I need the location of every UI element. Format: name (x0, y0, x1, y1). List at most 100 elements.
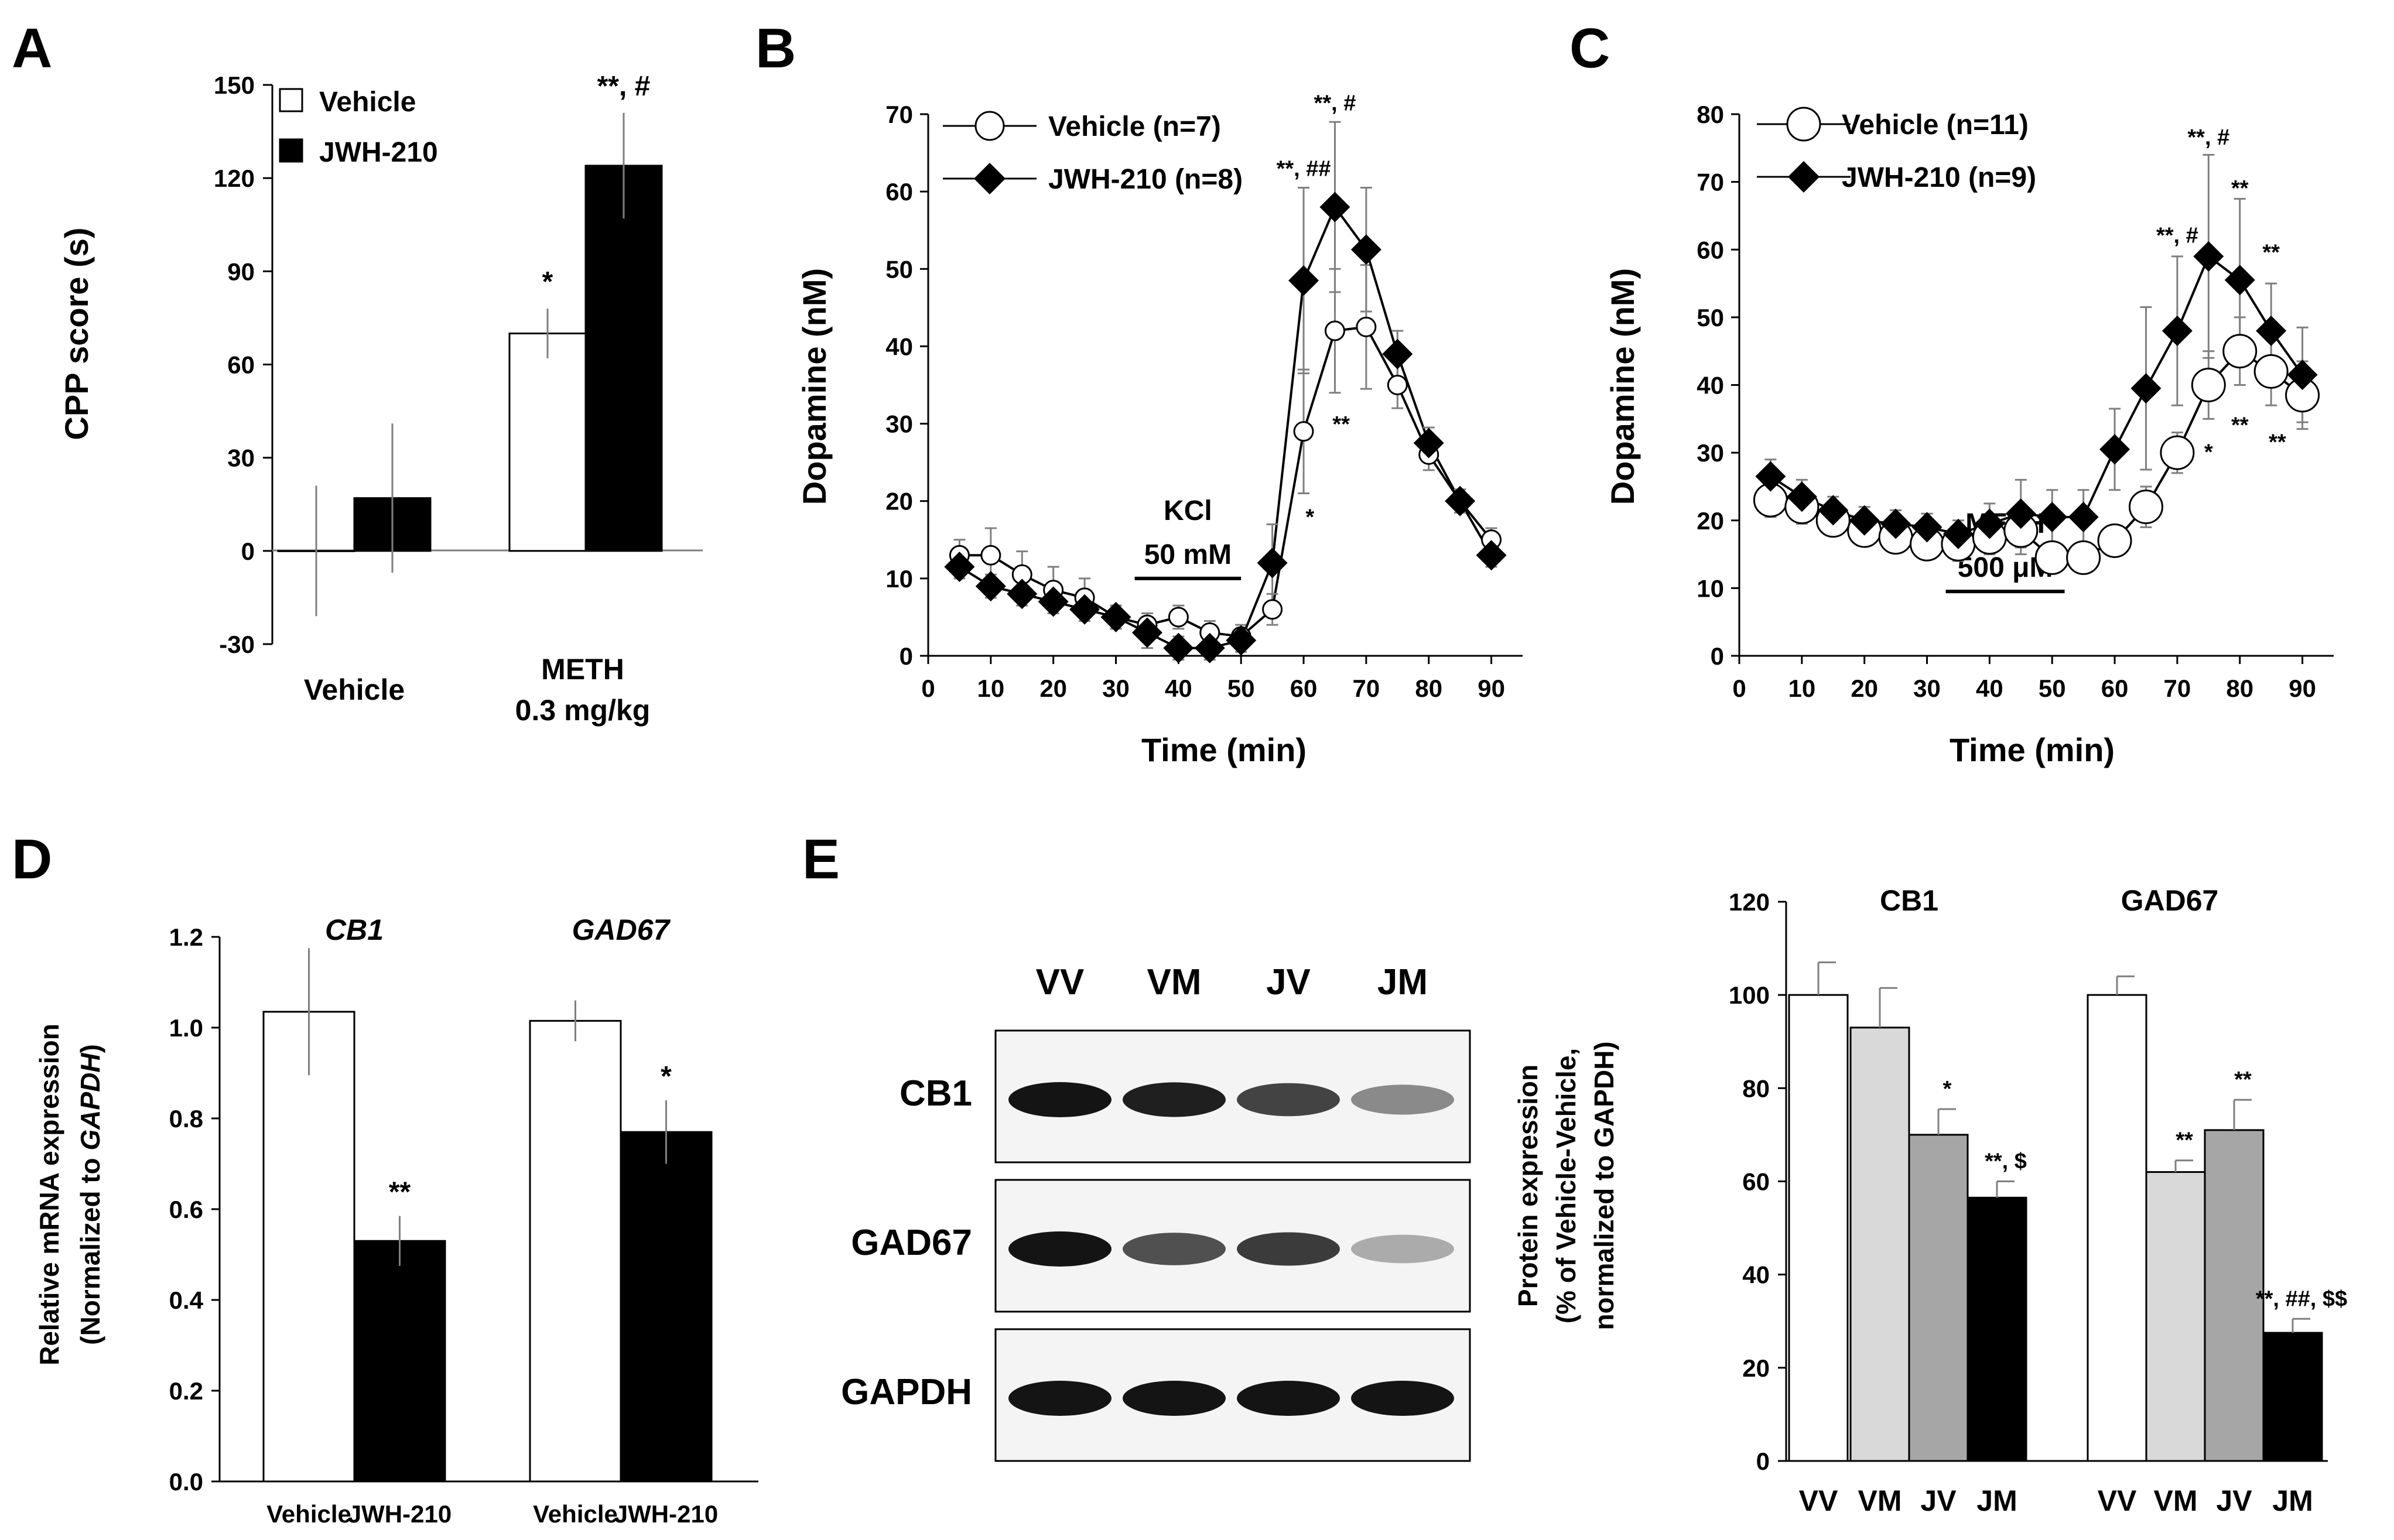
panel-d-bar (529, 1019, 622, 1483)
panel-e-ytick-label: 20 (1742, 1354, 1770, 1382)
panel-a-cpp-chart: CPP score (s) -30 0 30 60 90 120 150 * **, # Ve… (58, 71, 703, 727)
panel-a-yticks: -30 0 30 60 90 120 150 (214, 71, 272, 658)
panel-c-series-jwh-point (1755, 461, 1786, 492)
panel-d-bar (620, 1131, 713, 1483)
panel-a-legend-jwh: JWH-210 (319, 137, 438, 168)
panel-d-gene-gad67: GAD67 (572, 913, 671, 946)
panel-e-bar (1788, 994, 1849, 1462)
panel-c-meth-dopamine-chart: Dopamine (nM) Time (min) 0 10 20 30 40 50 60 70… (1604, 101, 2334, 768)
panel-c-series-jwh-point (2037, 501, 2068, 532)
panel-c-series-jwh-point (2162, 316, 2193, 346)
panel-c-ytick-label: 10 (1697, 574, 1724, 602)
panel-c-annotation: ** (2231, 176, 2249, 201)
panel-a-ytick-label: 120 (214, 165, 255, 192)
panel-b-series-jwh-point (1007, 579, 1038, 610)
panel-a-bars: * **, # (277, 71, 663, 617)
panel-b-series-jwh-point (1257, 547, 1288, 579)
panel-e-significance: ** (2234, 1067, 2252, 1092)
panel-c-xtick-label: 20 (1851, 675, 1878, 702)
blot-lane-label: JM (1377, 962, 1428, 1002)
panel-b-xtick-label: 50 (1227, 675, 1255, 702)
panel-a-ytick-label: 0 (241, 538, 255, 565)
panel-c-annotations: **, #****, #******* (2156, 125, 2286, 465)
panel-e-bar (2204, 1129, 2265, 1462)
panel-letter-e: E (802, 828, 840, 891)
panel-a-group-meth: METH (541, 653, 624, 686)
panel-b-ytick-label: 30 (885, 410, 913, 438)
panel-d-ytick-label: 0.4 (169, 1286, 204, 1314)
panel-a-ytick-label: -30 (219, 631, 255, 658)
panel-b-series-vehicle-point (1356, 316, 1377, 337)
panel-b-series-vehicle-point (1168, 607, 1189, 628)
panel-c-series-vehicle-point (2066, 540, 2101, 575)
panel-c-legend-marker-jwh (1788, 161, 1820, 193)
panel-c-series-jwh-point (2256, 316, 2287, 346)
panel-c-xtick-label: 10 (1788, 675, 1815, 702)
panel-b-xtick-label: 30 (1102, 675, 1130, 702)
panel-b-xtick-label: 40 (1165, 675, 1192, 702)
panel-e-significance: **, ##, $$ (2256, 1286, 2347, 1311)
panel-e-ytick-label: 80 (1742, 1074, 1770, 1102)
panel-b-annotation: * (1305, 505, 1314, 529)
panel-d-ytick-label: 1.0 (169, 1014, 203, 1042)
panel-b-annotation: ** (1332, 412, 1350, 437)
panel-letter-b: B (755, 17, 796, 80)
panel-d-ytick-label: 0.0 (169, 1468, 203, 1495)
panel-c-xtick-label: 70 (2164, 675, 2191, 702)
panel-b-ytick-label: 70 (885, 101, 913, 128)
panel-e-ylabel-line2: (% of Vehicle-Vehicle, (1551, 1048, 1581, 1323)
panel-b-xlabel: Time (min) (1141, 731, 1307, 768)
panel-b-series-vehicle-point (1324, 320, 1345, 341)
panel-d-bar (353, 1240, 446, 1483)
panel-a-bar (584, 165, 663, 552)
panel-d-significance: ** (389, 1177, 411, 1208)
panel-b-series-jwh-point (1226, 625, 1257, 656)
panel-e-ylabel-line1: Protein expression (1513, 1065, 1543, 1307)
panel-b-series-jwh-point (1194, 632, 1225, 663)
panel-b-series-jwh-point (1288, 265, 1319, 296)
panel-c-series-jwh-point (1849, 505, 1880, 536)
blot-band (1008, 1381, 1112, 1416)
panel-e-bar (2262, 1332, 2323, 1462)
panel-b-ytick-label: 50 (885, 255, 913, 283)
panel-b-series (944, 121, 1507, 663)
panel-b-legend-vehicle: Vehicle (n=7) (1048, 111, 1221, 142)
panel-b-ylabel: Dopamine (nM) (796, 268, 833, 505)
panel-d-category-label: JWH-210 (348, 1500, 452, 1528)
panel-c-series-jwh-point (1942, 518, 1974, 549)
panel-e-significance: * (1943, 1077, 1952, 1101)
panel-b-annotation: **, ## (1277, 157, 1331, 182)
panel-c-series-vehicle-point (2253, 354, 2289, 389)
blot-band (1351, 1381, 1454, 1416)
panel-b-ytick-label: 60 (885, 178, 913, 206)
blot-row-label: GAPDH (841, 1372, 972, 1412)
panel-c-annotation: * (2204, 440, 2213, 465)
panel-e-ytick-label: 60 (1742, 1168, 1770, 1196)
panel-c-series-jwh-point (1818, 495, 1849, 526)
panel-c-series-vehicle-point (2160, 435, 2195, 470)
panel-c-annotation: ** (2262, 241, 2280, 265)
panel-c-series-vehicle-point (2034, 540, 2070, 575)
panel-e-category-label: VV (2098, 1484, 2137, 1517)
panel-e-bars: VV VM * JV **, $ JM VV ** VM ** JV **, ##, $$ JM (1788, 961, 2347, 1517)
blot-lane-label: VV (1036, 962, 1085, 1002)
panel-c-legend-vehicle: Vehicle (n=11) (1842, 109, 2029, 141)
blot-rows: CB1 GAD67 GAPDH (841, 1029, 1471, 1462)
panel-c-ytick-label: 30 (1697, 439, 1724, 467)
panel-c-ytick-label: 20 (1697, 507, 1724, 535)
panel-d-bar (262, 1011, 355, 1483)
panel-d-mrna-chart: Relative mRNA expression (Normalized to … (34, 913, 758, 1528)
panel-a-ylabel: CPP score (s) (58, 227, 95, 440)
panel-e-bar (1849, 1026, 1910, 1462)
blot-band (1123, 1381, 1226, 1416)
blot-band (1237, 1083, 1340, 1117)
panel-c-series-jwh-point (2224, 265, 2255, 296)
panel-b-xtick-label: 60 (1290, 675, 1318, 702)
panel-e-ylabel-line3: normalized to GAPDH) (1589, 1041, 1619, 1330)
panel-e-ytick-label: 40 (1742, 1261, 1770, 1289)
panel-e-ytick-label: 100 (1729, 981, 1770, 1009)
panel-a-ytick-label: 150 (214, 71, 255, 99)
panel-c-annotation: **, # (2187, 125, 2229, 150)
panel-e-category-label: VM (2154, 1484, 2198, 1517)
panel-a-group-vehicle: Vehicle (304, 673, 405, 706)
